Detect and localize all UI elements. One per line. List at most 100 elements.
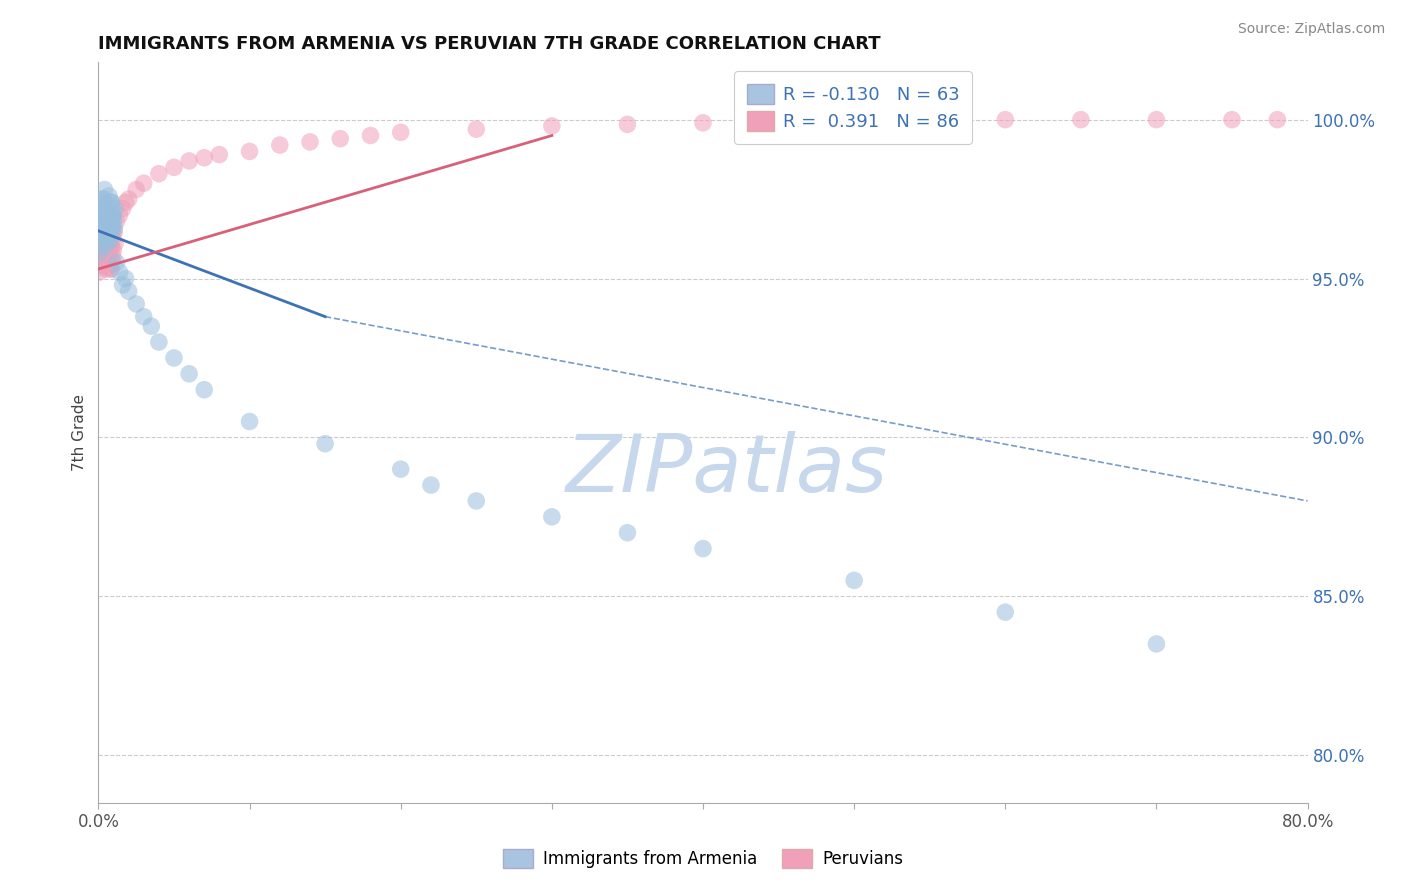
- Point: [90, 236, 112, 251]
- Point: [94, 208, 117, 222]
- Point: [329, 131, 352, 145]
- Point: [93, 255, 115, 269]
- Point: [118, 284, 141, 298]
- Point: [148, 167, 170, 181]
- Point: [94, 262, 117, 277]
- Point: [179, 153, 201, 168]
- Point: [1146, 637, 1168, 651]
- Point: [132, 310, 155, 324]
- Point: [94, 249, 117, 263]
- Legend: R = -0.130   N = 63, R =  0.391   N = 86: R = -0.130 N = 63, R = 0.391 N = 86: [734, 71, 972, 144]
- Point: [103, 214, 125, 228]
- Point: [91, 211, 114, 226]
- Point: [132, 176, 155, 190]
- Point: [208, 147, 231, 161]
- Point: [89, 240, 111, 254]
- Point: [97, 246, 120, 260]
- Point: [118, 192, 141, 206]
- Point: [96, 255, 118, 269]
- Point: [97, 252, 120, 267]
- Point: [98, 218, 121, 232]
- Point: [93, 182, 115, 196]
- Point: [104, 202, 127, 216]
- Point: [89, 214, 111, 228]
- Point: [108, 208, 131, 222]
- Point: [90, 220, 112, 235]
- Text: Source: ZipAtlas.com: Source: ZipAtlas.com: [1237, 22, 1385, 37]
- Point: [105, 255, 128, 269]
- Point: [98, 233, 121, 247]
- Point: [91, 224, 114, 238]
- Point: [1220, 112, 1243, 127]
- Point: [100, 195, 122, 210]
- Point: [91, 246, 114, 260]
- Point: [98, 240, 121, 254]
- Point: [692, 116, 714, 130]
- Point: [96, 252, 118, 267]
- Point: [111, 202, 134, 216]
- Point: [540, 119, 562, 133]
- Point: [114, 271, 136, 285]
- Point: [94, 240, 117, 254]
- Point: [90, 233, 112, 247]
- Text: IMMIGRANTS FROM ARMENIA VS PERUVIAN 7TH GRADE CORRELATION CHART: IMMIGRANTS FROM ARMENIA VS PERUVIAN 7TH …: [98, 35, 882, 53]
- Point: [89, 246, 111, 260]
- Point: [193, 151, 215, 165]
- Point: [93, 230, 115, 244]
- Point: [90, 202, 112, 216]
- Point: [314, 436, 336, 450]
- Point: [96, 230, 118, 244]
- Point: [100, 240, 122, 254]
- Point: [100, 214, 122, 228]
- Point: [97, 227, 120, 241]
- Point: [93, 236, 115, 251]
- Point: [100, 240, 122, 254]
- Point: [96, 202, 118, 216]
- Point: [994, 112, 1017, 127]
- Point: [1070, 112, 1092, 127]
- Point: [299, 135, 322, 149]
- Point: [616, 525, 638, 540]
- Point: [94, 240, 117, 254]
- Point: [93, 230, 115, 244]
- Point: [91, 249, 114, 263]
- Point: [100, 252, 122, 267]
- Point: [94, 233, 117, 247]
- Point: [98, 233, 121, 247]
- Point: [101, 208, 124, 222]
- Point: [692, 541, 714, 556]
- Point: [98, 262, 121, 277]
- Point: [90, 192, 112, 206]
- Point: [101, 224, 124, 238]
- Point: [105, 214, 128, 228]
- Point: [94, 198, 117, 212]
- Point: [360, 128, 382, 143]
- Point: [93, 230, 115, 244]
- Point: [465, 122, 488, 136]
- Point: [465, 494, 488, 508]
- Point: [179, 367, 201, 381]
- Point: [96, 227, 118, 241]
- Text: ZIPatlas: ZIPatlas: [567, 431, 889, 508]
- Point: [125, 297, 148, 311]
- Point: [111, 277, 134, 292]
- Point: [89, 265, 111, 279]
- Point: [90, 243, 112, 257]
- Point: [90, 259, 112, 273]
- Point: [98, 198, 121, 212]
- Point: [96, 227, 118, 241]
- Point: [239, 145, 262, 159]
- Point: [389, 462, 412, 476]
- Point: [89, 224, 111, 238]
- Point: [193, 383, 215, 397]
- Point: [148, 334, 170, 349]
- Point: [239, 415, 262, 429]
- Point: [98, 243, 121, 257]
- Point: [100, 211, 122, 226]
- Point: [89, 224, 111, 238]
- Point: [103, 243, 125, 257]
- Point: [97, 233, 120, 247]
- Point: [994, 605, 1017, 619]
- Point: [90, 255, 112, 269]
- Legend: Immigrants from Armenia, Peruvians: Immigrants from Armenia, Peruvians: [496, 843, 910, 875]
